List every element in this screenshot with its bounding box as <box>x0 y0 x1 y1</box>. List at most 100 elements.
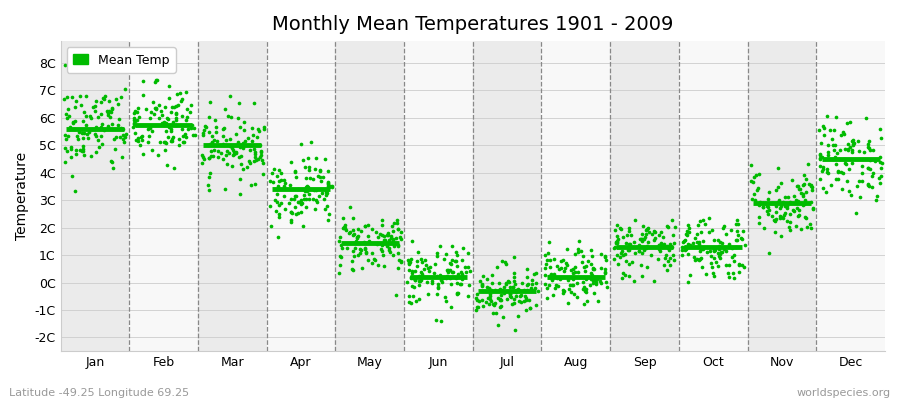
Point <box>380 242 394 249</box>
Point <box>470 297 484 304</box>
Point <box>747 190 761 197</box>
Point <box>115 126 130 132</box>
Point <box>386 237 400 243</box>
Point <box>306 176 320 182</box>
Point <box>145 147 159 154</box>
Point <box>94 121 109 127</box>
Point <box>488 286 502 293</box>
Point <box>401 258 416 265</box>
Point <box>232 154 247 160</box>
Point <box>634 238 649 245</box>
Point <box>750 186 764 193</box>
Legend: Mean Temp: Mean Temp <box>67 47 176 73</box>
Point <box>162 83 176 89</box>
Point <box>272 178 286 184</box>
Point <box>472 298 487 304</box>
Point <box>96 126 111 133</box>
Point <box>143 115 157 121</box>
Point <box>233 144 248 150</box>
Point <box>623 241 637 247</box>
Point <box>272 214 286 220</box>
Point <box>70 136 85 143</box>
Point <box>294 201 309 208</box>
Point <box>796 172 811 178</box>
Point <box>521 296 535 303</box>
Point <box>508 288 523 295</box>
Point <box>785 177 799 184</box>
Point <box>248 150 263 157</box>
Point <box>644 231 659 238</box>
Point <box>400 256 415 263</box>
Point <box>272 211 286 218</box>
Point <box>769 208 783 215</box>
Point <box>209 124 223 130</box>
Point <box>799 224 814 230</box>
Point <box>586 277 600 284</box>
Point <box>463 268 477 274</box>
Point <box>462 264 476 271</box>
Point <box>169 115 184 122</box>
Point <box>815 185 830 191</box>
Point <box>528 270 543 276</box>
Point <box>565 270 580 276</box>
Point <box>362 238 376 244</box>
Point <box>450 280 464 286</box>
Point <box>454 276 469 282</box>
Point <box>381 232 395 238</box>
Point <box>802 181 816 187</box>
Point <box>389 292 403 298</box>
Point <box>377 263 392 270</box>
Point <box>356 265 370 272</box>
Point <box>77 108 92 115</box>
Point <box>114 154 129 161</box>
Point <box>705 264 719 270</box>
Point <box>384 235 399 241</box>
Point <box>377 237 392 243</box>
Point <box>206 147 220 153</box>
Point <box>176 126 190 132</box>
Point <box>707 254 722 261</box>
Point <box>845 148 859 155</box>
Point <box>171 102 185 108</box>
Point <box>95 95 110 101</box>
Point <box>675 247 689 254</box>
Point <box>459 269 473 275</box>
Point <box>183 109 197 116</box>
Point <box>668 224 682 230</box>
Point <box>693 254 707 261</box>
Point <box>284 182 298 188</box>
Point <box>68 151 83 157</box>
Point <box>490 264 504 270</box>
Point <box>499 279 513 286</box>
Point <box>841 141 855 147</box>
Point <box>346 231 361 238</box>
Point <box>774 213 788 220</box>
Point <box>254 149 268 156</box>
Point <box>719 248 733 254</box>
Point <box>873 158 887 165</box>
Point <box>458 264 473 270</box>
Point <box>845 138 859 144</box>
Point <box>136 150 150 157</box>
Point <box>408 276 422 283</box>
Point <box>346 232 360 238</box>
Point <box>229 150 243 156</box>
Point <box>219 152 233 158</box>
Point <box>321 184 336 190</box>
Point <box>791 183 806 189</box>
Point <box>667 240 681 246</box>
Point <box>829 114 843 121</box>
Point <box>203 141 218 147</box>
Point <box>538 271 553 278</box>
Point <box>354 247 368 253</box>
Point <box>776 215 790 222</box>
Point <box>778 203 793 210</box>
Point <box>523 305 537 312</box>
Point <box>284 216 298 223</box>
Point <box>322 211 337 218</box>
Point <box>429 250 444 256</box>
Point <box>561 262 575 268</box>
Point <box>613 225 627 232</box>
Point <box>660 223 674 229</box>
Point <box>842 146 856 152</box>
